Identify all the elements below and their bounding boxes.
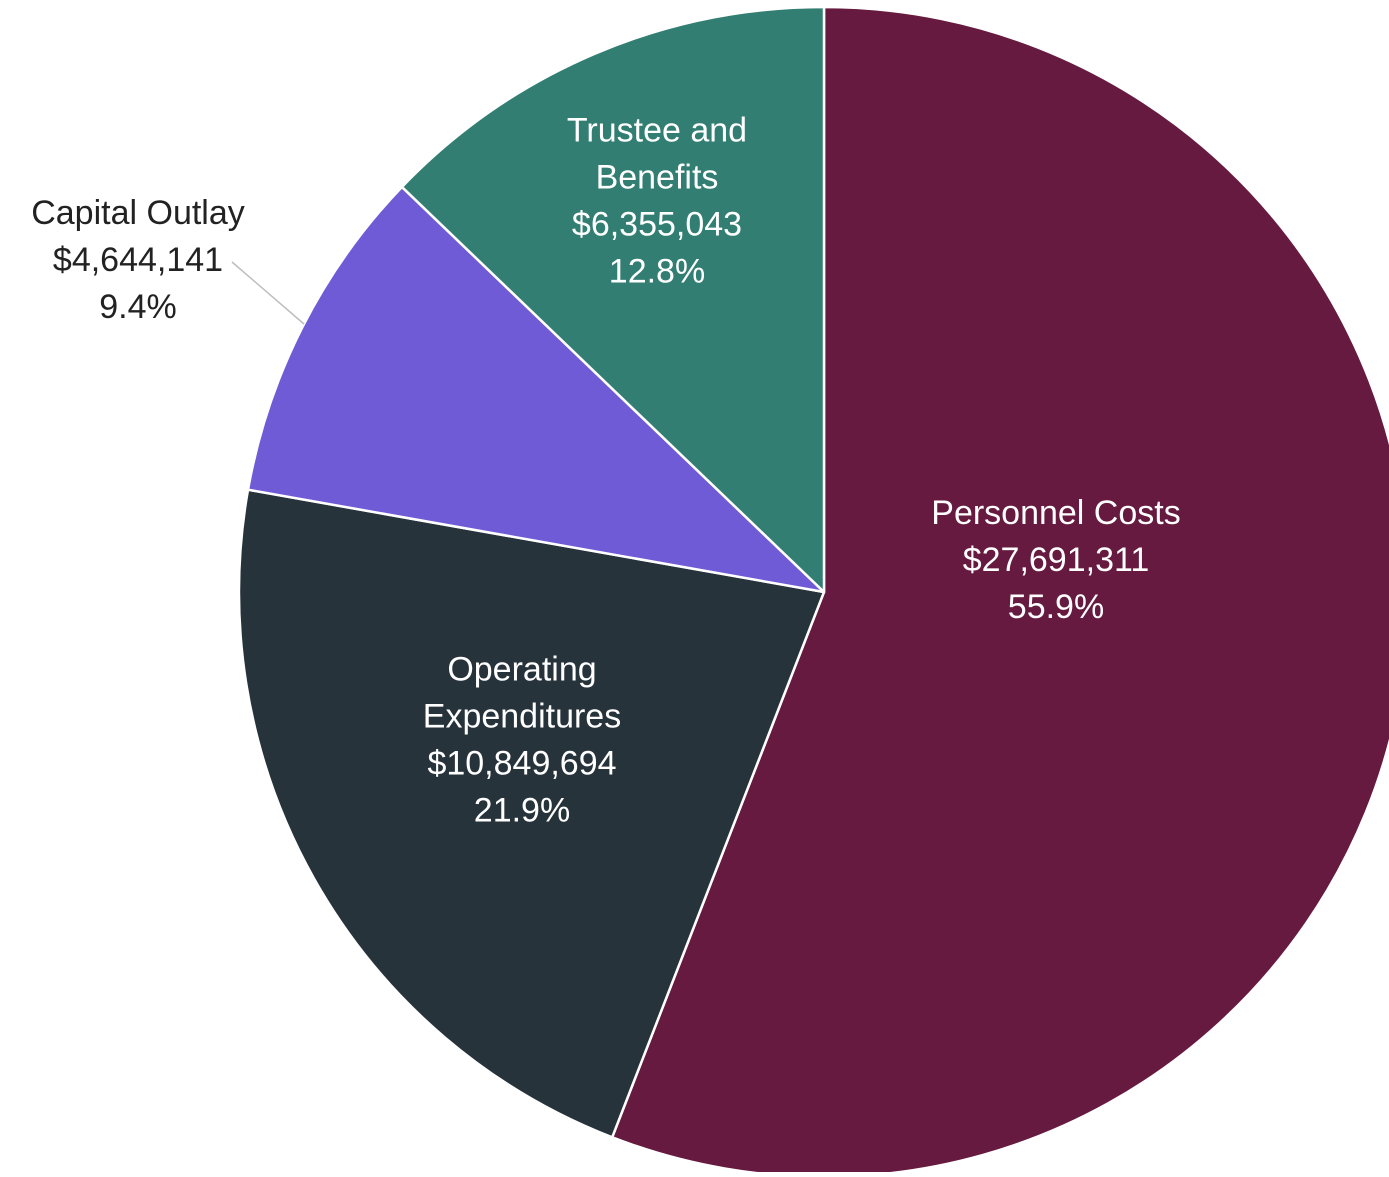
- value-label: $27,691,311: [963, 541, 1150, 579]
- value-label: $6,355,043: [572, 205, 742, 243]
- pie-slice-capital-outlay: [246, 185, 826, 594]
- pie-slice-personnel-costs: [610, 5, 1389, 1177]
- value-label: $4,644,141: [53, 241, 223, 279]
- percent-label: 55.9%: [1008, 588, 1104, 626]
- slice-label-operating-expenditures: Operating Expenditures $10,849,694 21.9%: [423, 650, 621, 829]
- percent-label: 12.8%: [609, 252, 705, 290]
- leader-line: [231, 261, 305, 325]
- percent-label: 21.9%: [474, 791, 570, 829]
- slice-label-personnel-costs: Personnel Costs $27,691,311 55.9%: [931, 494, 1180, 626]
- category-label: Personnel Costs: [931, 494, 1180, 532]
- slice-label-trustee-and-benefits: Trustee and Benefits $6,355,043 12.8%: [567, 111, 747, 290]
- value-label: $10,849,694: [427, 744, 616, 782]
- category-label: Expenditures: [423, 697, 621, 735]
- category-label: Operating: [447, 650, 596, 688]
- category-label: Trustee and: [567, 111, 747, 149]
- category-label: Benefits: [596, 158, 719, 196]
- pie-slice-operating-expenditures: [237, 488, 826, 1139]
- pie-slice-trustee-and-benefits: [400, 5, 826, 594]
- category-label: Capital Outlay: [31, 194, 245, 232]
- percent-label: 9.4%: [99, 288, 177, 326]
- slice-label-capital-outlay: Capital Outlay $4,644,141 9.4%: [31, 194, 245, 326]
